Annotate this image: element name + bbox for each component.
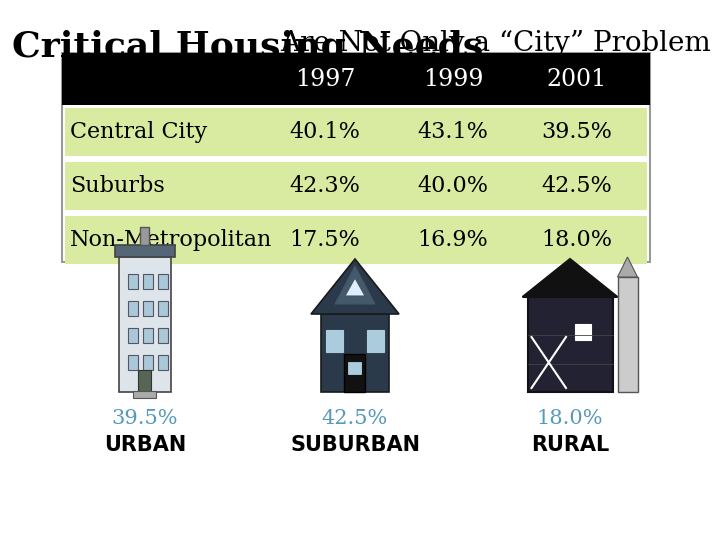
Text: 42.3%: 42.3% — [289, 175, 361, 197]
Bar — [528, 297, 613, 392]
Bar — [344, 354, 365, 392]
Bar — [128, 355, 138, 370]
Bar — [128, 274, 138, 289]
Text: RURAL: RURAL — [531, 435, 609, 455]
Text: 42.5%: 42.5% — [541, 175, 613, 197]
Polygon shape — [311, 259, 399, 314]
Bar — [140, 227, 149, 245]
Bar — [65, 162, 647, 210]
Bar — [62, 53, 650, 105]
Bar — [348, 362, 361, 374]
Bar — [119, 257, 171, 392]
Bar — [575, 324, 591, 340]
Text: Critical Housing Needs: Critical Housing Needs — [12, 30, 496, 64]
Text: 1997: 1997 — [294, 68, 355, 91]
Polygon shape — [345, 278, 365, 296]
Bar — [326, 330, 343, 352]
Text: 40.0%: 40.0% — [418, 175, 488, 197]
Text: Suburbs: Suburbs — [70, 175, 165, 197]
Text: 40.1%: 40.1% — [289, 121, 361, 143]
Bar — [143, 328, 153, 343]
Polygon shape — [523, 259, 618, 297]
Bar — [143, 274, 153, 289]
Bar — [128, 301, 138, 316]
Bar — [133, 391, 156, 398]
Text: Non-Metropolitan: Non-Metropolitan — [70, 229, 272, 251]
Bar — [618, 277, 637, 392]
Text: 18.0%: 18.0% — [536, 408, 603, 428]
Bar — [62, 53, 650, 262]
Text: 2001: 2001 — [547, 68, 607, 91]
Text: 1999: 1999 — [423, 68, 483, 91]
Text: 39.5%: 39.5% — [112, 408, 179, 428]
Text: Are Not Only a “City” Problem: Are Not Only a “City” Problem — [280, 30, 711, 57]
Text: SUBURBAN: SUBURBAN — [290, 435, 420, 455]
Polygon shape — [335, 266, 375, 304]
Bar — [158, 301, 168, 316]
Bar — [367, 330, 384, 352]
Bar — [115, 245, 175, 257]
Bar — [138, 370, 151, 392]
Bar — [128, 328, 138, 343]
Bar — [143, 301, 153, 316]
Text: 17.5%: 17.5% — [289, 229, 361, 251]
Bar — [158, 355, 168, 370]
Polygon shape — [618, 257, 637, 277]
Bar — [65, 108, 647, 156]
Bar — [158, 328, 168, 343]
Text: 39.5%: 39.5% — [541, 121, 613, 143]
Text: URBAN: URBAN — [104, 435, 186, 455]
Text: 42.5%: 42.5% — [322, 408, 388, 428]
Bar — [65, 216, 647, 264]
Bar — [143, 355, 153, 370]
Text: Central City: Central City — [70, 121, 207, 143]
Text: 16.9%: 16.9% — [418, 229, 488, 251]
Bar — [321, 314, 389, 392]
Text: 18.0%: 18.0% — [541, 229, 613, 251]
Bar — [158, 274, 168, 289]
Text: 43.1%: 43.1% — [418, 121, 488, 143]
